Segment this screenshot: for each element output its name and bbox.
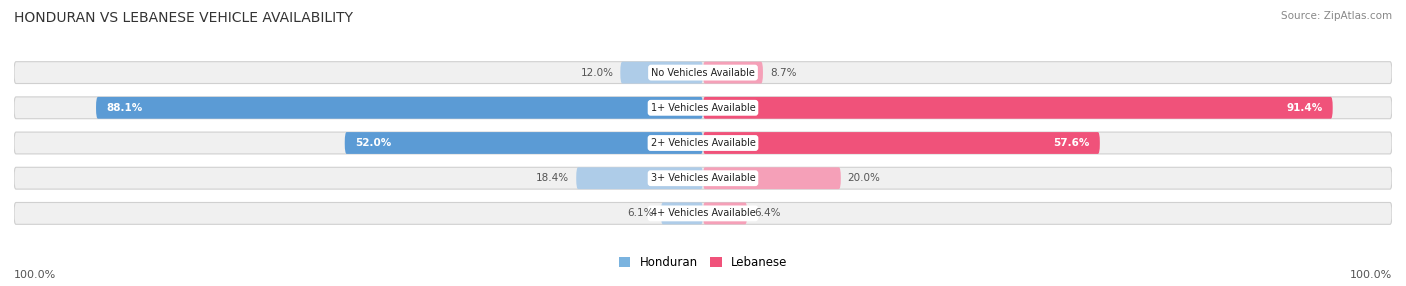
FancyBboxPatch shape [703,167,841,189]
Text: 3+ Vehicles Available: 3+ Vehicles Available [651,173,755,183]
FancyBboxPatch shape [703,97,1333,119]
Text: 57.6%: 57.6% [1053,138,1090,148]
FancyBboxPatch shape [14,132,1392,154]
Text: 12.0%: 12.0% [581,67,613,78]
FancyBboxPatch shape [661,202,703,224]
Text: Source: ZipAtlas.com: Source: ZipAtlas.com [1281,11,1392,21]
FancyBboxPatch shape [14,97,1392,119]
Text: 2+ Vehicles Available: 2+ Vehicles Available [651,138,755,148]
Text: 91.4%: 91.4% [1286,103,1323,113]
Text: 100.0%: 100.0% [14,270,56,280]
FancyBboxPatch shape [14,202,1392,224]
FancyBboxPatch shape [620,62,703,84]
Text: No Vehicles Available: No Vehicles Available [651,67,755,78]
FancyBboxPatch shape [576,167,703,189]
Text: 8.7%: 8.7% [770,67,796,78]
Text: 52.0%: 52.0% [356,138,391,148]
Text: 1+ Vehicles Available: 1+ Vehicles Available [651,103,755,113]
Text: 4+ Vehicles Available: 4+ Vehicles Available [651,208,755,219]
Text: 100.0%: 100.0% [1350,270,1392,280]
FancyBboxPatch shape [344,132,703,154]
FancyBboxPatch shape [703,62,763,84]
Text: 6.4%: 6.4% [754,208,780,219]
Text: 6.1%: 6.1% [627,208,654,219]
FancyBboxPatch shape [14,62,1392,84]
Text: 20.0%: 20.0% [848,173,880,183]
Text: HONDURAN VS LEBANESE VEHICLE AVAILABILITY: HONDURAN VS LEBANESE VEHICLE AVAILABILIT… [14,11,353,25]
FancyBboxPatch shape [14,167,1392,189]
FancyBboxPatch shape [703,132,1099,154]
Text: 88.1%: 88.1% [107,103,142,113]
Legend: Honduran, Lebanese: Honduran, Lebanese [619,256,787,269]
FancyBboxPatch shape [96,97,703,119]
FancyBboxPatch shape [703,202,747,224]
Text: 18.4%: 18.4% [536,173,569,183]
